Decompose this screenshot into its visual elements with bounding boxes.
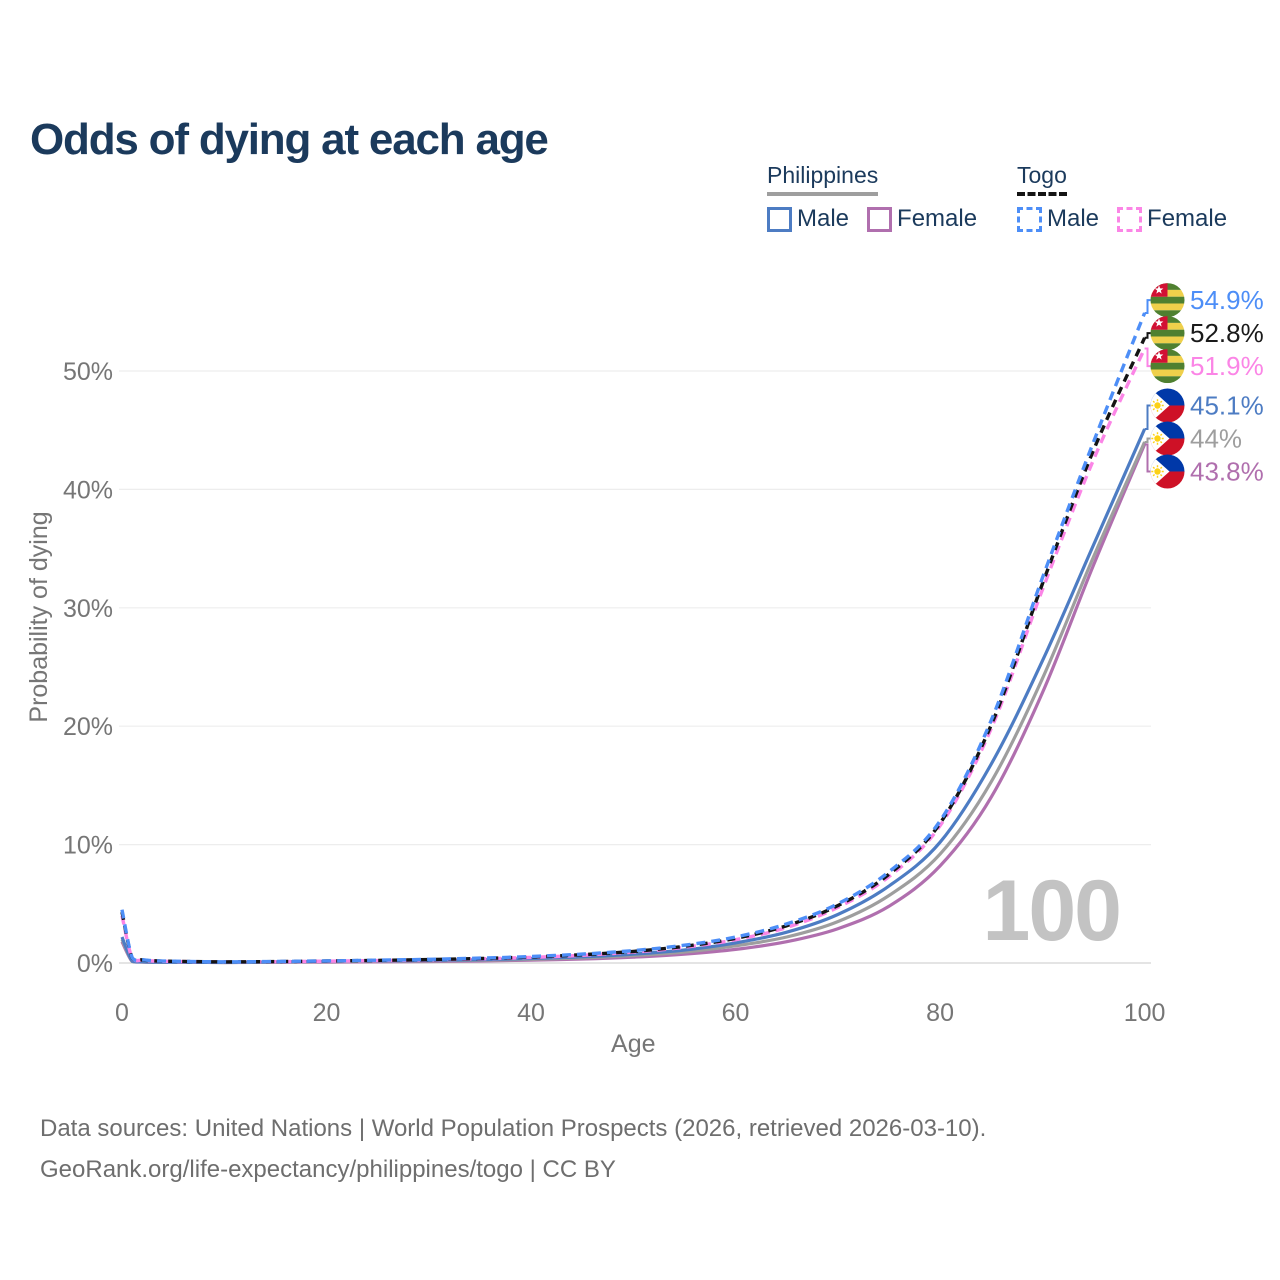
legend-item-label: Female: [1147, 205, 1228, 232]
legend-header-philippines: Philippines: [767, 162, 879, 196]
legend-item-philippines-female[interactable]: Female: [867, 205, 977, 233]
end-label-connector: [1144, 299, 1151, 314]
legend-group-togo: Togo Male Female: [1017, 162, 1227, 233]
y-tick-label: 30%: [63, 595, 113, 623]
end-value-label-philippines-both-sexes: 44%: [1190, 423, 1242, 453]
togo-flag-icon: [1151, 283, 1185, 317]
legend-item-togo-female[interactable]: Female: [1117, 205, 1227, 233]
y-tick-label: 20%: [63, 713, 113, 741]
y-tick-label: 50%: [63, 358, 113, 386]
legend-item-label: Male: [797, 205, 850, 232]
end-value-label-togo-both-sexes: 52.8%: [1190, 318, 1264, 348]
togo-flag-icon: [1151, 349, 1185, 383]
age-watermark: 100: [982, 863, 1123, 959]
series-line-philippines-both-sexes[interactable]: [120, 441, 1147, 965]
y-tick-label: 0%: [77, 950, 113, 978]
y-axis-title: Probability of dying: [25, 511, 53, 722]
series-line-togo-female[interactable]: [120, 347, 1147, 964]
footer-url-line: GeoRank.org/life-expectancy/philippines/…: [40, 1156, 616, 1183]
x-tick-label: 100: [1124, 999, 1166, 1027]
legend-header-togo: Togo: [1017, 162, 1067, 196]
page-title: Odds of dying at each age: [30, 115, 549, 165]
togo-male-swatch-icon: [1017, 206, 1042, 232]
data-source-footer: Data sources: United Nations | World Pop…: [40, 1108, 986, 1190]
end-value-label-philippines-female: 43.8%: [1190, 456, 1264, 486]
legend-item-togo-male[interactable]: Male: [1017, 205, 1099, 233]
end-value-label-togo-male: 54.9%: [1190, 285, 1264, 315]
philippines-flag-icon: [1151, 388, 1185, 422]
end-label-connector: [1144, 437, 1151, 443]
y-tick-label: 40%: [63, 476, 113, 504]
legend-item-label: Male: [1047, 205, 1100, 232]
x-axis-title: Age: [611, 1030, 655, 1058]
x-tick-label: 40: [517, 999, 545, 1027]
footer-sources-line: Data sources: United Nations | World Pop…: [40, 1115, 987, 1142]
togo-flag-icon: [1151, 316, 1185, 350]
x-tick-label: 60: [722, 999, 750, 1027]
philippines-flag-icon: [1151, 454, 1185, 488]
togo-female-swatch-icon: [1117, 206, 1143, 232]
series-line-philippines-male[interactable]: [120, 428, 1147, 965]
series-line-philippines-female[interactable]: [120, 443, 1147, 965]
legend-item-philippines-male[interactable]: Male: [767, 205, 849, 233]
series-line-togo-male[interactable]: [120, 312, 1147, 964]
x-tick-label: 80: [926, 999, 954, 1027]
end-label-connector: [1144, 443, 1151, 473]
end-label-connector: [1144, 404, 1151, 430]
y-tick-label: 10%: [63, 832, 113, 860]
philippines-flag-icon: [1151, 421, 1185, 455]
legend: Philippines Male Female Togo Male Female: [0, 162, 1280, 242]
end-label-connector: [1144, 332, 1151, 339]
legend-item-label: Female: [897, 205, 978, 232]
legend-group-philippines: Philippines Male Female: [767, 162, 977, 233]
philippines-male-swatch-icon: [767, 206, 792, 232]
end-label-connector: [1144, 347, 1151, 368]
x-tick-label: 0: [115, 999, 129, 1027]
end-value-label-philippines-male: 45.1%: [1190, 390, 1264, 420]
end-value-label-togo-female: 51.9%: [1190, 351, 1264, 381]
series-line-togo-both-sexes[interactable]: [120, 337, 1147, 964]
x-tick-label: 20: [313, 999, 341, 1027]
philippines-female-swatch-icon: [867, 206, 893, 232]
